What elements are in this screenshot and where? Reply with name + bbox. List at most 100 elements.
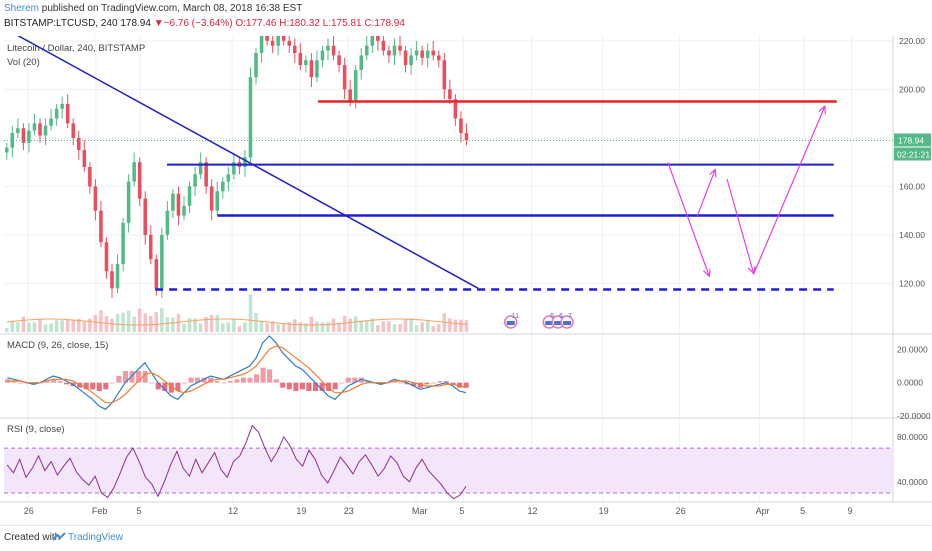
time-tick-label: 26 (676, 506, 686, 516)
macd-histogram-bar (457, 382, 463, 388)
volume-bar (298, 322, 303, 332)
macd-histogram-bar (299, 382, 305, 390)
volume-bar (309, 316, 314, 332)
candle-body (132, 162, 136, 182)
macd-histogram-bar (365, 381, 371, 383)
macd-histogram-bar (273, 379, 279, 383)
event-badge-flag-icon (545, 321, 554, 325)
macd-histogram-bar (77, 382, 83, 388)
last-price: 178.94 (120, 18, 151, 29)
volume-bar (137, 308, 142, 332)
publisher-name[interactable]: Sherem (4, 3, 40, 14)
candle-body (126, 181, 131, 223)
macd-histogram-bar (18, 382, 24, 384)
volume-bar (437, 324, 441, 332)
candle-body (326, 45, 330, 51)
time-tick-label: 23 (344, 506, 354, 516)
candle-body (337, 55, 341, 66)
volume-bar (193, 318, 197, 332)
price-tick-label: 220.00 (899, 36, 925, 46)
volume-bar (209, 315, 214, 332)
volume-bar (248, 294, 253, 332)
rsi-tick-label: 80.0000 (897, 432, 928, 442)
volume-bar (126, 310, 131, 332)
time-tick-label: 19 (296, 506, 306, 516)
volume-bar (331, 318, 336, 332)
volume-bar (398, 324, 402, 332)
volume-bar (226, 322, 231, 332)
chart-area[interactable]: 220.00200.00180.00160.00140.00120.00Lite… (0, 36, 932, 525)
candle-body (215, 191, 220, 211)
macd-histogram-bar (214, 381, 220, 383)
macd-histogram-bar (286, 382, 292, 390)
volume-bar (49, 323, 53, 332)
macd-histogram (5, 367, 469, 393)
candle-body (226, 174, 231, 182)
candle-body (137, 162, 142, 199)
macd-histogram-bar (129, 371, 135, 383)
macd-histogram-bar (162, 382, 168, 391)
candle-body (32, 123, 37, 131)
volume-bar (348, 318, 352, 332)
volume-bar (448, 318, 452, 332)
volume-bar (38, 318, 42, 332)
last-price-tag-label: 178.94 (898, 135, 924, 145)
macd-tick-label: -20.0000 (897, 411, 931, 421)
symbol-label: BITSTAMP:LTCUSD, 240 (4, 18, 118, 29)
volume-bar (165, 317, 170, 332)
volume-bar (115, 314, 120, 332)
event-badge-flag-icon (554, 321, 563, 325)
time-tick-label: 26 (24, 506, 34, 516)
macd-histogram-bar (319, 382, 325, 391)
time-tick-label: Mar (412, 506, 428, 516)
event-badge-flag-icon (563, 321, 572, 325)
volume-bar (143, 313, 148, 332)
candle-body (43, 125, 48, 136)
macd-histogram-bar (227, 381, 233, 383)
volume-bar (32, 322, 37, 332)
candle-body (82, 150, 87, 168)
time-axis: 26 Feb 5 12 19 23 Mar 5 12 19 26 Apr 5 9 (24, 506, 853, 516)
candle-body (99, 210, 103, 243)
volume-bar (43, 324, 48, 332)
candle-body (453, 99, 458, 119)
price-tick-label: 120.00 (899, 278, 925, 288)
tradingview-brand[interactable]: TradingView (68, 532, 124, 543)
macd-histogram-bar (463, 382, 469, 388)
candle-body (320, 50, 325, 61)
macd-histogram-bar (11, 381, 17, 383)
tradingview-logo-icon[interactable] (52, 531, 66, 543)
price-change: ▼−6.76 (−3.64%) (153, 18, 233, 29)
volume-bar (82, 321, 87, 332)
candle-body (425, 50, 430, 58)
grid-lines (4, 36, 893, 502)
price-pane-title: Litecoin / Dollar, 240, BITSTAMP (7, 43, 145, 54)
volume-bar (326, 322, 330, 332)
volume-bar (392, 324, 397, 332)
volume-bar (304, 323, 308, 332)
projection-arrow (696, 169, 715, 216)
candle-body (420, 50, 424, 58)
macd-histogram-bar (155, 382, 161, 390)
macd-histogram-bar (378, 382, 384, 385)
volume-bar (237, 326, 242, 332)
volume-bar (376, 325, 380, 332)
volume-bar (54, 320, 59, 332)
volume-bar (16, 322, 20, 332)
volume-bar (370, 318, 375, 332)
candle-body (193, 174, 197, 187)
candle-body (65, 103, 70, 124)
candle-body (171, 193, 175, 211)
candle-body (209, 186, 214, 211)
candle-body (187, 186, 192, 206)
candle-body (281, 36, 286, 41)
macd-histogram-bar (149, 382, 155, 384)
macd-histogram-bar (404, 382, 410, 385)
macd-histogram-bar (188, 377, 194, 383)
published-text: published on TradingView.com, March 08, … (41, 3, 303, 14)
volume-bar (110, 318, 114, 332)
candle-body (221, 181, 225, 192)
macd-histogram-bar (437, 381, 443, 383)
macd-histogram-bar (221, 382, 227, 384)
macd-tick-label: 20.0000 (897, 344, 928, 354)
